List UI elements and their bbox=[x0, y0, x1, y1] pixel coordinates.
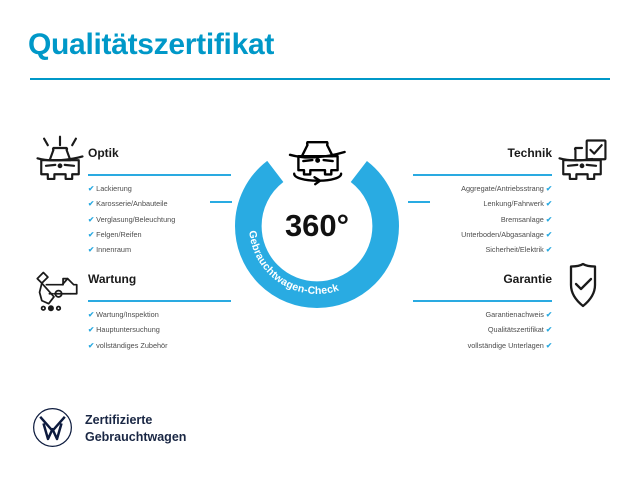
svg-text:360°: 360° bbox=[285, 208, 349, 243]
